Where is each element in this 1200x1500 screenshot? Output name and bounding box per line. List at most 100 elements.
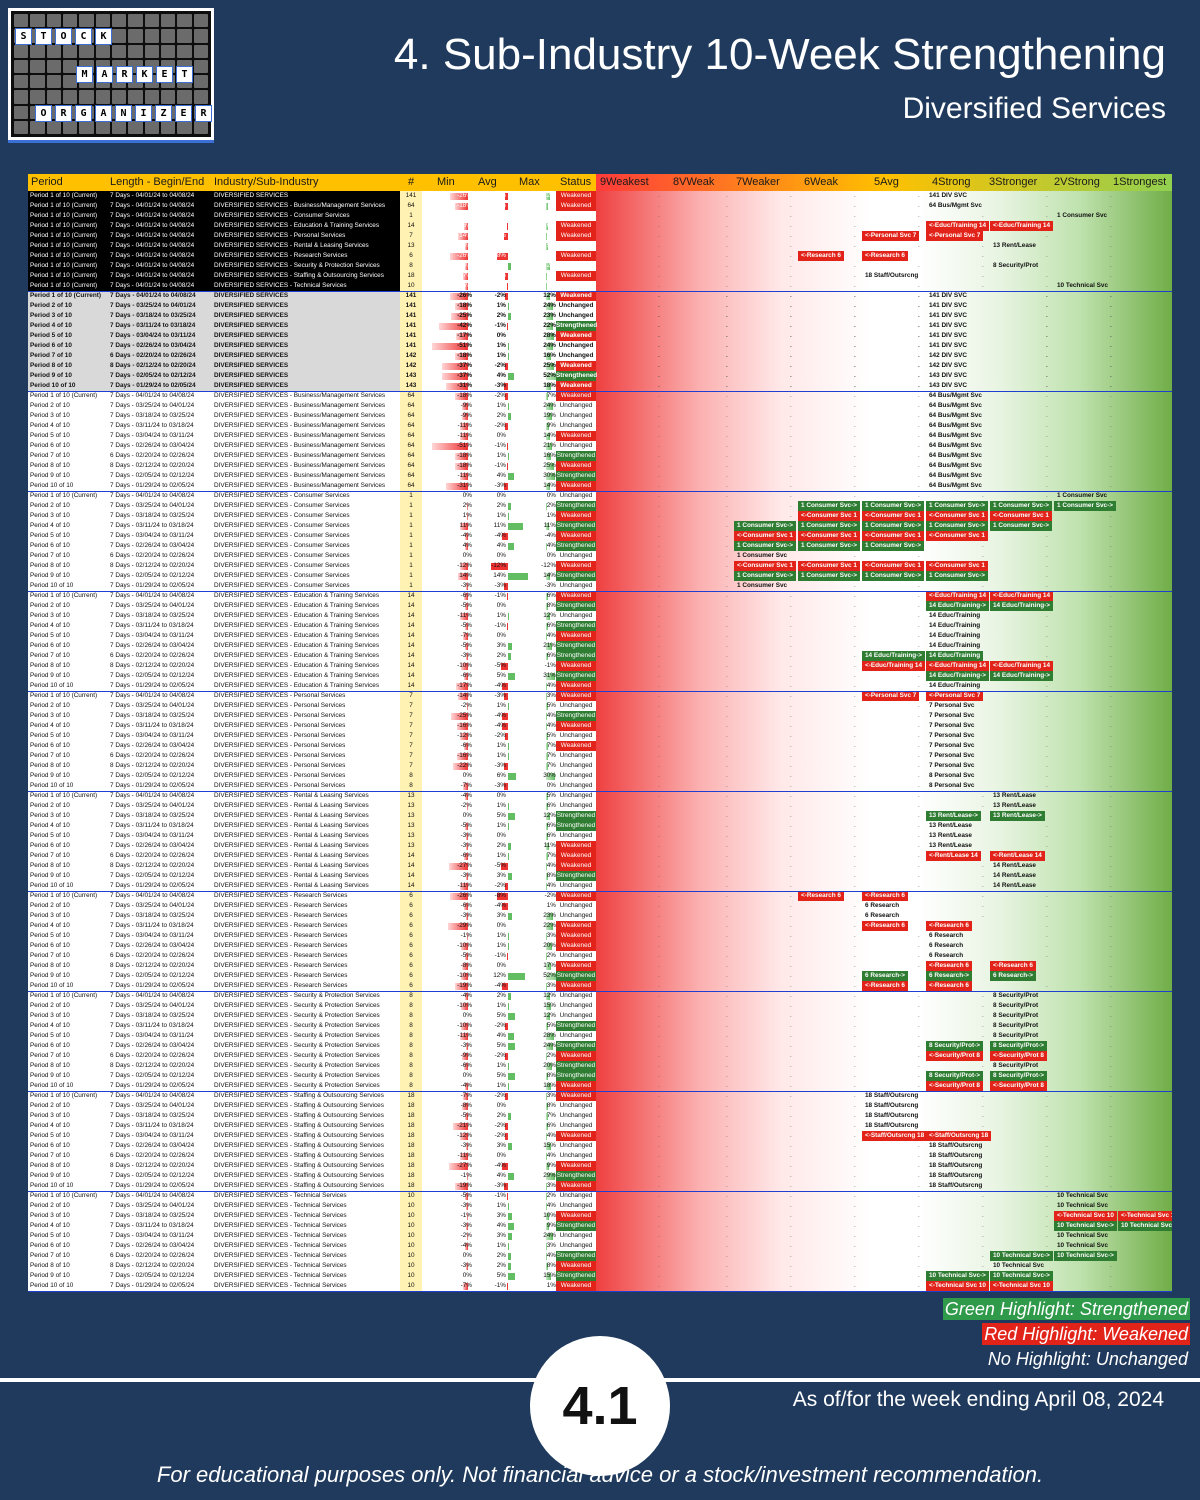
min-bar (465, 1222, 468, 1230)
zone-dot: . (726, 1132, 728, 1139)
cell-industry: DIVERSIFIED SERVICES - Business/Manageme… (214, 402, 386, 409)
cell-avg: 5% (496, 1042, 506, 1049)
logo-tile (193, 44, 208, 58)
zone-dot: . (790, 1222, 792, 1229)
max-bar (546, 1082, 552, 1090)
cell-period: Period 8 of 10 (30, 1162, 70, 1169)
table-row: Period 6 of 10 7 Days - 02/26/24 to 03/04… (28, 441, 1172, 451)
table-row: Period 7 of 10 6 Days - 02/20/24 to 02/26… (28, 1151, 1172, 1161)
cell-period: Period 1 of 10 (Current) (30, 1192, 98, 1199)
zone-label: 18 Staff/Outsrcng (865, 272, 919, 279)
status-badge: Unchanged (559, 1192, 593, 1199)
max-bar (546, 682, 548, 690)
status-badge: Weakened (556, 1131, 596, 1141)
zone-dot: . (854, 1152, 856, 1159)
status-badge: Strengthened (556, 1171, 596, 1181)
zone-label: 10 Technical Svc (1057, 1232, 1109, 1239)
zone-label: 10 Technical Svc (993, 1262, 1045, 1269)
zone-dot: . (854, 1242, 856, 1249)
cell-avg: 1% (496, 932, 506, 939)
max-bar (546, 692, 547, 700)
cell-max: 52% (543, 372, 556, 379)
zone-dot: . (790, 472, 792, 479)
zone-dot: . (1110, 832, 1112, 839)
cell-avg: -2% (494, 422, 506, 429)
avg-bar (508, 742, 510, 750)
min-bar (459, 1132, 468, 1140)
zone-dot: . (854, 482, 856, 489)
zone-dot: . (658, 312, 660, 319)
zone-dot: . (726, 1182, 728, 1189)
cell-min: -5% (460, 822, 472, 829)
cell-length: 7 Days - 03/18/24 to 03/25/24 (110, 612, 195, 619)
zone-label: <-Educ/Training 14 (862, 661, 925, 671)
avg-bar (508, 472, 514, 480)
max-bar (546, 842, 550, 850)
zone-dot: . (854, 1052, 856, 1059)
cell-period: Period 9 of 10 (30, 1072, 70, 1079)
zone-dot: . (726, 1272, 728, 1279)
cell-max: 12% (543, 192, 556, 199)
zone-dot: . (918, 832, 920, 839)
col-avg: Avg (478, 176, 497, 188)
zone-dot: . (658, 512, 660, 519)
cell-industry: DIVERSIFIED SERVICES - Staffing & Outsou… (214, 1142, 384, 1149)
avg-bar (508, 522, 524, 530)
zone-dot: . (854, 902, 856, 909)
cell-min: -12% (457, 562, 472, 569)
cell-max: 18% (543, 1082, 556, 1089)
cell-min: -5% (460, 282, 472, 289)
table-row: Period 8 of 10 8 Days - 02/12/24 to 02/20… (28, 761, 1172, 771)
cell-period: Period 9 of 10 (30, 872, 70, 879)
zone-dot: . (658, 492, 660, 499)
status-badge: Unchanged (559, 262, 593, 269)
zone-label: <-Rent/Lease 14 (926, 851, 981, 861)
cell-max: 6% (546, 832, 556, 839)
status-badge: Unchanged (559, 612, 593, 619)
zone-dot: . (918, 1062, 920, 1069)
max-bar (546, 812, 550, 820)
avg-bar (508, 1232, 513, 1240)
cell-period: Period 1 of 10 (Current) (30, 692, 98, 699)
cell-industry: DIVERSIFIED SERVICES - Education & Train… (214, 592, 380, 599)
logo-tile (46, 90, 61, 104)
max-bar (546, 992, 550, 1000)
zone-dot: . (658, 552, 660, 559)
cell-avg: -4% (494, 712, 506, 719)
cell-industry: DIVERSIFIED SERVICES - Consumer Services (214, 522, 350, 529)
zone-dot: . (790, 372, 792, 379)
zone-dot: . (790, 932, 792, 939)
cell-max: 1% (546, 1282, 556, 1289)
zone-dot: . (1046, 552, 1048, 559)
zone-dot: . (1110, 1042, 1112, 1049)
zone-dot: . (1110, 762, 1112, 769)
cell-industry: DIVERSIFIED SERVICES - Research Services (214, 962, 348, 969)
zone-dot: . (790, 212, 792, 219)
cell-min: -1% (460, 1212, 472, 1219)
max-bar (546, 1152, 548, 1160)
min-bar (459, 562, 468, 570)
zone-label: 8 Security/Prot-> (990, 1071, 1047, 1081)
status-badge: Weakened (556, 481, 596, 491)
min-bar (464, 622, 468, 630)
zone-dot: . (918, 332, 920, 339)
cell-period: Period 1 of 10 (Current) (30, 252, 98, 259)
zone-dot: . (918, 312, 920, 319)
min-bar (464, 1192, 468, 1200)
zone-dot: . (790, 462, 792, 469)
cell-industry: DIVERSIFIED SERVICES - Rental & Leasing … (214, 832, 369, 839)
status-badge: Strengthened (556, 1041, 596, 1051)
cell-avg: -1% (494, 592, 506, 599)
table-row: Period 2 of 10 7 Days - 03/25/24 to 04/01… (28, 501, 1172, 511)
cell-min: -9% (460, 402, 472, 409)
zone-label: <-Consumer Svc 1 (734, 561, 796, 571)
table-row: Period 4 of 10 7 Days - 03/11/24 to 03/18… (28, 1021, 1172, 1031)
logo-tile (79, 120, 94, 134)
zone-dot: . (658, 682, 660, 689)
zone-dot: . (658, 482, 660, 489)
table-row: Period 1 of 10 (Current) 7 Days - 04/01/2… (28, 281, 1172, 291)
zone-dot: . (1110, 632, 1112, 639)
cell-avg: -1% (494, 622, 506, 629)
zone-dot: . (790, 1052, 792, 1059)
